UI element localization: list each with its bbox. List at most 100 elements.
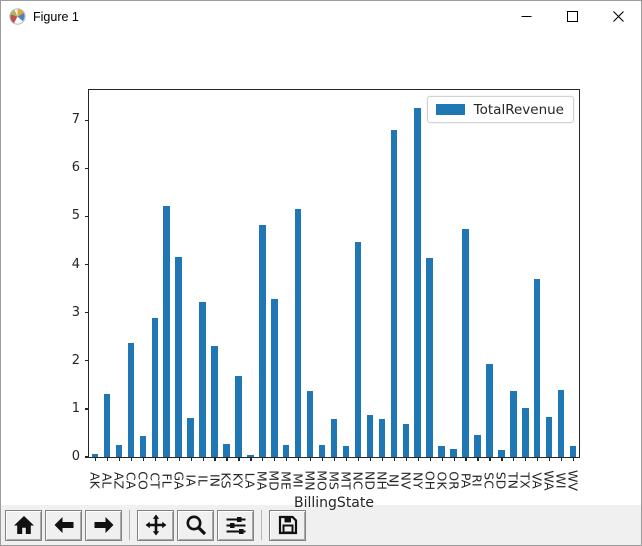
bar-slot xyxy=(220,90,232,457)
bar-TN xyxy=(510,391,517,457)
x-tick-mark xyxy=(369,457,372,461)
x-tick-mark xyxy=(154,457,156,461)
x-tick-mark xyxy=(106,457,109,461)
x-tick-mark xyxy=(238,457,240,461)
back-icon xyxy=(54,517,73,533)
bar-slot xyxy=(448,90,460,457)
bar-NY xyxy=(414,107,421,457)
bars xyxy=(89,90,579,457)
home-button[interactable] xyxy=(5,509,42,541)
x-tick-mark xyxy=(310,457,312,461)
x-tick-mark xyxy=(477,457,479,461)
bar-ND xyxy=(366,414,374,457)
bar-slot xyxy=(316,90,328,457)
x-tick-mark xyxy=(274,457,276,461)
bar-OR xyxy=(450,449,457,457)
bar-CT xyxy=(151,317,158,457)
bar-slot xyxy=(340,90,352,457)
x-tick-mark xyxy=(130,457,133,461)
x-tick-mark xyxy=(190,457,192,461)
bar-slot xyxy=(232,90,244,457)
bar-slot xyxy=(89,90,101,457)
bar-slot xyxy=(101,90,113,457)
bar-NJ xyxy=(390,129,398,457)
x-tick-label-slot: WV xyxy=(565,464,581,494)
x-tick-mark xyxy=(573,457,575,461)
x-tick-mark xyxy=(417,457,419,461)
bar-SD xyxy=(498,449,505,457)
bar-AL xyxy=(103,394,111,457)
bar-slot xyxy=(472,90,484,457)
bar-slot xyxy=(113,90,125,457)
maximize-button[interactable] xyxy=(549,1,595,32)
bar-CO xyxy=(139,435,147,457)
bar-slot xyxy=(388,90,400,457)
y-tick-mark xyxy=(85,215,89,218)
bar-WI xyxy=(557,389,565,457)
y-tick-label: 3 xyxy=(71,304,80,320)
y-tick-label: 0 xyxy=(71,449,80,464)
x-tick-label: WV xyxy=(565,470,581,491)
x-tick-mark xyxy=(561,457,563,461)
legend-label: TotalRevenue xyxy=(473,101,564,118)
bar-OH xyxy=(426,257,433,457)
x-tick-mark xyxy=(286,457,288,461)
close-button[interactable] xyxy=(595,1,641,32)
bar-MA xyxy=(259,225,266,457)
bar-slot xyxy=(161,90,173,457)
x-tick-mark xyxy=(453,457,455,461)
figure-canvas: AK AL AZ CA CO CT FL GA IA IL IN KS KY LA MA MD ME MI MN MO… xyxy=(1,32,641,511)
zoom-button[interactable] xyxy=(177,509,214,541)
bar-slot xyxy=(567,90,579,457)
x-tick-mark xyxy=(262,457,264,461)
pan-button[interactable] xyxy=(137,509,174,541)
bar-slot xyxy=(149,90,161,457)
bar-IA xyxy=(187,417,194,457)
title-bar[interactable]: Figure 1 xyxy=(1,1,641,32)
bar-SC xyxy=(486,364,493,457)
forward-button[interactable] xyxy=(85,509,122,541)
x-axis-label: BillingState xyxy=(294,495,374,511)
y-tick-mark xyxy=(85,408,89,410)
x-tick-mark xyxy=(393,457,395,461)
configure-subplots-button[interactable] xyxy=(217,509,254,541)
bar-slot xyxy=(125,90,137,457)
bar-slot xyxy=(280,90,292,457)
y-tick-label: 1 xyxy=(71,400,80,416)
x-tick-mark xyxy=(429,457,431,461)
bar-slot xyxy=(424,90,436,457)
bar-slot xyxy=(436,90,448,457)
bar-WA xyxy=(545,416,553,457)
bar-slot xyxy=(412,90,424,457)
bar-slot xyxy=(352,90,364,457)
bar-slot xyxy=(244,90,256,457)
x-tick-mark xyxy=(178,457,180,461)
bar-slot xyxy=(460,90,472,457)
y-tick-label: 5 xyxy=(71,208,80,224)
bar-MI xyxy=(294,209,302,457)
back-button[interactable] xyxy=(45,509,82,541)
close-icon xyxy=(612,11,624,22)
bar-slot xyxy=(173,90,185,457)
legend-swatch xyxy=(435,104,465,115)
y-tick-mark xyxy=(85,456,89,458)
x-tick-mark xyxy=(345,457,348,461)
toolbar-separator xyxy=(129,510,130,540)
window-title: Figure 1 xyxy=(33,9,79,24)
forward-icon xyxy=(94,517,113,533)
minimize-button[interactable] xyxy=(503,1,549,32)
bar-ME xyxy=(283,444,290,457)
toolbar-separator xyxy=(261,510,262,540)
x-tick-mark xyxy=(142,457,144,461)
bar-slot xyxy=(376,90,388,457)
x-tick-mark xyxy=(298,457,300,461)
x-tick-mark xyxy=(94,457,97,461)
bar-slot xyxy=(197,90,209,457)
x-tick-mark xyxy=(513,457,515,461)
save-button[interactable] xyxy=(269,509,306,541)
bar-KY xyxy=(235,375,242,457)
x-tick-mark xyxy=(489,457,491,461)
bar-MN xyxy=(306,391,314,457)
bar-slot xyxy=(400,90,412,457)
